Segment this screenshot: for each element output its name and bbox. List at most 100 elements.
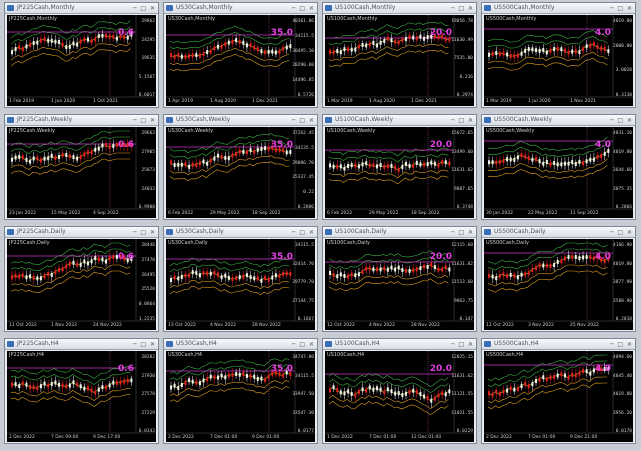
time-scale[interactable]: 12 Oct 2022 3 Nov 2022 25 Nov 2022 bbox=[484, 321, 613, 330]
window-controls[interactable]: ─ □ ✕ bbox=[132, 5, 156, 12]
window-controls[interactable]: ─ □ ✕ bbox=[609, 229, 633, 236]
time-scale[interactable]: 30 Jan 2022 22 May 2022 11 Sep 2022 bbox=[484, 209, 613, 218]
time-scale[interactable]: 1 Apr 2019 1 Aug 2020 1 Dec 2021 bbox=[166, 97, 295, 106]
price-scale[interactable]: 12025.15 11631.62 11121.55 11021.55 0.0229 bbox=[451, 351, 474, 434]
time-scale[interactable]: 1 Mar 2019 1 Aug 2020 1 Dec 2021 bbox=[325, 97, 454, 106]
price-chart[interactable]: US30Cash,Monthly 35.0 40361.86 34115.5 304… bbox=[166, 15, 315, 106]
chart-window-titlebar[interactable]: US30Cash,H4 ─ □ ✕ bbox=[164, 339, 317, 350]
time-scale[interactable]: 1 Mar 2019 1 Jul 2020 1 Nov 2021 bbox=[484, 97, 613, 106]
price-chart[interactable]: US100Cash,Daily 20.0 12115.60 11631.82 115… bbox=[325, 239, 474, 330]
price-scale[interactable]: 28446 27470 26495 25520 0.0864 1.2235 bbox=[136, 239, 156, 322]
window-controls[interactable]: ─ □ ✕ bbox=[450, 229, 474, 236]
chart-window[interactable]: JP225Cash,Daily ─ □ ✕ JP225Cash,Daily 0.… bbox=[4, 226, 159, 332]
chart-window[interactable]: JP225Cash,H4 ─ □ ✕ JP225Cash,H4 0.6 2828… bbox=[4, 338, 159, 444]
window-controls[interactable]: ─ □ ✕ bbox=[291, 229, 315, 236]
chart-window[interactable]: US500Cash,H4 ─ □ ✕ US500Cash,H4 4.0 4094… bbox=[481, 338, 636, 444]
chart-window[interactable]: US100Cash,Monthly ─ □ ✕ US100Cash,Monthl… bbox=[322, 2, 477, 108]
time-tick-label: 3 Nov 2022 bbox=[528, 323, 554, 328]
chart-window[interactable]: US30Cash,Monthly ─ □ ✕ US30Cash,Monthly … bbox=[163, 2, 318, 108]
price-chart[interactable]: US100Cash,Monthly 20.0 19056.78 11630.99 7… bbox=[325, 15, 474, 106]
time-scale[interactable]: 1 Feb 2019 1 Jun 2020 1 Oct 2021 bbox=[7, 97, 136, 106]
price-chart[interactable]: JP225Cash,Daily 0.6 28446 27470 26495 25520… bbox=[7, 239, 156, 330]
chart-window-titlebar[interactable]: US100Cash,Daily ─ □ ✕ bbox=[323, 227, 476, 238]
candle bbox=[596, 44, 599, 49]
chart-window[interactable]: US100Cash,Weekly ─ □ ✕ US100Cash,Weekly … bbox=[322, 114, 477, 220]
window-controls[interactable]: ─ □ ✕ bbox=[132, 341, 156, 348]
price-scale[interactable]: 34747.80 34115.5 33947.50 33547.30 0.0177 bbox=[292, 351, 315, 434]
chart-window-titlebar[interactable]: US500Cash,H4 ─ □ ✕ bbox=[482, 339, 635, 350]
chart-window-titlebar[interactable]: US500Cash,Weekly ─ □ ✕ bbox=[482, 115, 635, 126]
chart-window-titlebar[interactable]: JP225Cash,H4 ─ □ ✕ bbox=[5, 339, 158, 350]
price-chart[interactable]: US500Cash,Monthly 4.0 4019.80 2000.00 3.00… bbox=[484, 15, 633, 106]
price-chart[interactable]: US500Cash,Weekly 4.0 4831.10 4019.80 3644.… bbox=[484, 127, 633, 218]
window-controls[interactable]: ─ □ ✕ bbox=[450, 5, 474, 12]
chart-window-titlebar[interactable]: US500Cash,Monthly ─ □ ✕ bbox=[482, 3, 635, 14]
price-scale[interactable]: 19056.78 11630.99 7535.00 8.216 0.2974 bbox=[451, 15, 474, 98]
time-scale[interactable]: 13 Oct 2022 4 Nov 2022 28 Nov 2022 bbox=[166, 321, 295, 330]
chart-window[interactable]: JP225Cash,Weekly ─ □ ✕ JP225Cash,Weekly … bbox=[4, 114, 159, 220]
window-controls[interactable]: ─ □ ✕ bbox=[291, 341, 315, 348]
price-scale[interactable]: 4094.60 4045.40 4019.80 3956.20 0.0178 bbox=[613, 351, 633, 434]
chart-window[interactable]: US500Cash,Weekly ─ □ ✕ US500Cash,Weekly … bbox=[481, 114, 636, 220]
time-scale[interactable]: 23 Jan 2022 15 May 2022 4 Sep 2022 bbox=[7, 209, 136, 218]
price-scale[interactable]: 4166.90 4019.80 3877.90 3588.90 0.2018 bbox=[613, 239, 633, 322]
time-scale[interactable]: 1 Dec 2022 7 Dec 01:00 12 Dec 01:00 bbox=[325, 433, 454, 442]
chart-window-titlebar[interactable]: JP225Cash,Weekly ─ □ ✕ bbox=[5, 115, 158, 126]
price-scale[interactable]: 12115.60 11631.82 11513.60 9863.75 0.147 bbox=[451, 239, 474, 322]
chart-window[interactable]: US30Cash,Daily ─ □ ✕ US30Cash,Daily 35.0… bbox=[163, 226, 318, 332]
chart-window[interactable]: US500Cash,Monthly ─ □ ✕ US500Cash,Monthl… bbox=[481, 2, 636, 108]
chart-window-titlebar[interactable]: US100Cash,Monthly ─ □ ✕ bbox=[323, 3, 476, 14]
chart-window-titlebar[interactable]: JP225Cash,Monthly ─ □ ✕ bbox=[5, 3, 158, 14]
window-controls[interactable]: ─ □ ✕ bbox=[291, 5, 315, 12]
window-controls[interactable]: ─ □ ✕ bbox=[450, 117, 474, 124]
window-controls[interactable]: ─ □ ✕ bbox=[291, 117, 315, 124]
chart-window-titlebar[interactable]: US30Cash,Monthly ─ □ ✕ bbox=[164, 3, 317, 14]
price-chart[interactable]: US100Cash,H4 20.0 12025.15 11631.62 11121.… bbox=[325, 351, 474, 442]
chart-window[interactable]: US100Cash,Daily ─ □ ✕ US100Cash,Daily 20… bbox=[322, 226, 477, 332]
chart-window-titlebar[interactable]: US30Cash,Weekly ─ □ ✕ bbox=[164, 115, 317, 126]
price-scale[interactable]: 29663 27905 25873 24033 0.9908 bbox=[136, 127, 156, 210]
window-controls[interactable]: ─ □ ✕ bbox=[609, 5, 633, 12]
window-controls[interactable]: ─ □ ✕ bbox=[132, 229, 156, 236]
price-chart[interactable]: US500Cash,Daily 4.0 4166.90 4019.80 3877.9… bbox=[484, 239, 633, 330]
price-scale[interactable]: 40361.86 34115.5 30495.10 20290.60 14496.85 0… bbox=[292, 15, 315, 98]
price-scale[interactable]: 28282 27930 27578 27229 0.0343 bbox=[136, 351, 156, 434]
chart-window[interactable]: JP225Cash,Monthly ─ □ ✕ JP225Cash,Monthl… bbox=[4, 2, 159, 108]
price-chart[interactable]: JP225Cash,Weekly 0.6 29663 27905 25873 2403… bbox=[7, 127, 156, 218]
time-scale[interactable]: 2 Dec 2022 7 Dec 01:00 9 Dec 01:00 bbox=[166, 433, 295, 442]
chart-window-titlebar[interactable]: US100Cash,Weekly ─ □ ✕ bbox=[323, 115, 476, 126]
price-chart[interactable]: US100Cash,Weekly 20.0 15672.65 13499.60 11… bbox=[325, 127, 474, 218]
chart-window-titlebar[interactable]: US500Cash,Daily ─ □ ✕ bbox=[482, 227, 635, 238]
price-chart[interactable]: US30Cash,Daily 35.0 34115.5 32414.70 29779… bbox=[166, 239, 315, 330]
price-scale[interactable]: 37262.45 34135.5 29006.70 25337.45 0.22 0.288… bbox=[292, 127, 315, 210]
chart-window-titlebar[interactable]: US100Cash,H4 ─ □ ✕ bbox=[323, 339, 476, 350]
time-scale[interactable]: 2 Dec 2022 7 Dec 09:00 9 Dec 17:00 bbox=[7, 433, 136, 442]
price-chart[interactable]: JP225Cash,Monthly 0.6 29862 24295 19635 5.1… bbox=[7, 15, 156, 106]
time-tick-label: 29 May 2022 bbox=[369, 211, 399, 216]
window-controls[interactable]: ─ □ ✕ bbox=[132, 117, 156, 124]
chart-window[interactable]: US100Cash,H4 ─ □ ✕ US100Cash,H4 20.0 120… bbox=[322, 338, 477, 444]
price-scale[interactable]: 29862 24295 19635 5.1567 8.6017 bbox=[136, 15, 156, 98]
time-scale[interactable]: 2 Dec 2022 7 Dec 01:00 9 Dec 21:00 bbox=[484, 433, 613, 442]
time-scale[interactable]: 12 Oct 2022 4 Nov 2022 28 Nov 2022 bbox=[325, 321, 454, 330]
price-chart[interactable]: US500Cash,H4 4.0 4094.60 4045.40 4019.80 39… bbox=[484, 351, 633, 442]
price-scale[interactable]: 4831.10 4019.80 3644.60 3075.35 0.2866 bbox=[613, 127, 633, 210]
chart-window[interactable]: US30Cash,Weekly ─ □ ✕ US30Cash,Weekly 35… bbox=[163, 114, 318, 220]
chart-window[interactable]: US500Cash,Daily ─ □ ✕ US500Cash,Daily 4.… bbox=[481, 226, 636, 332]
chart-window-titlebar[interactable]: US30Cash,Daily ─ □ ✕ bbox=[164, 227, 317, 238]
window-controls[interactable]: ─ □ ✕ bbox=[450, 341, 474, 348]
price-chart[interactable]: JP225Cash,H4 0.6 28282 27930 27578 27229 0.0… bbox=[7, 351, 156, 442]
window-controls[interactable]: ─ □ ✕ bbox=[609, 117, 633, 124]
chart-window[interactable]: US30Cash,H4 ─ □ ✕ US30Cash,H4 35.0 34747… bbox=[163, 338, 318, 444]
window-controls[interactable]: ─ □ ✕ bbox=[609, 341, 633, 348]
price-scale[interactable]: 34115.5 32414.70 29779.70 27144.75 0.1667 bbox=[292, 239, 315, 322]
price-chart[interactable]: US30Cash,H4 35.0 34747.80 34115.5 33947.50… bbox=[166, 351, 315, 442]
time-scale[interactable]: 6 Feb 2022 29 May 2022 18 Sep 2022 bbox=[325, 209, 454, 218]
price-chart[interactable]: US30Cash,Weekly 35.0 37262.45 34135.5 2900… bbox=[166, 127, 315, 218]
chart-window-titlebar[interactable]: JP225Cash,Daily ─ □ ✕ bbox=[5, 227, 158, 238]
candle bbox=[47, 383, 50, 388]
time-scale[interactable]: 6 Feb 2022 29 May 2022 18 Sep 2022 bbox=[166, 209, 295, 218]
price-scale[interactable]: 4019.80 2000.00 3.0028 0.3138 bbox=[613, 15, 633, 98]
price-scale[interactable]: 15672.65 13499.60 11631.62 9087.65 0.3748 bbox=[451, 127, 474, 210]
time-scale[interactable]: 11 Oct 2022 1 Nov 2022 24 Nov 2022 bbox=[7, 321, 136, 330]
